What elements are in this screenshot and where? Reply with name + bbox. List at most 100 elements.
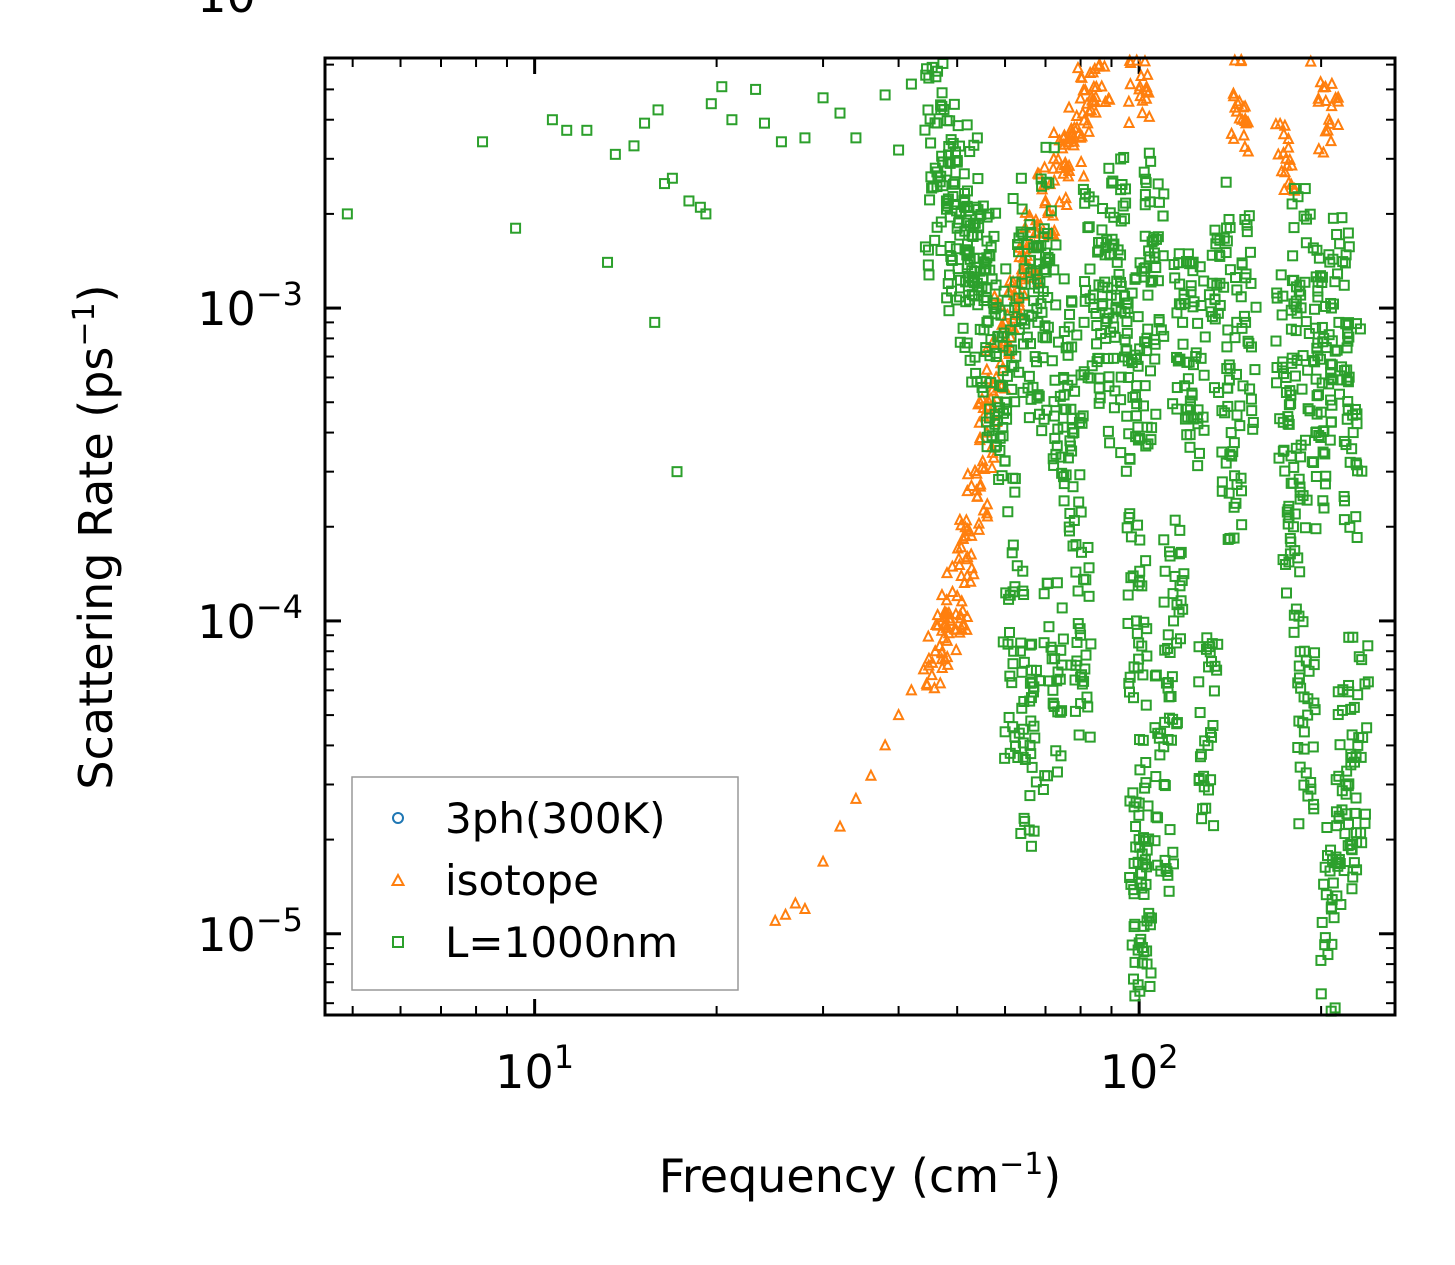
point-2-24	[758, 117, 770, 129]
point-2-74-22	[1308, 355, 1320, 367]
point-2-50-19	[1048, 410, 1060, 422]
point-2-64-29	[1181, 356, 1193, 368]
point-1-45-9	[1324, 133, 1338, 147]
point-2-65-5	[1192, 460, 1204, 472]
point-2-38-26	[941, 115, 953, 127]
point-2-46-24	[1026, 676, 1038, 688]
x-tick-label-exp: 1	[554, 1038, 574, 1076]
point-2-63-25	[1173, 606, 1185, 618]
point-2-61-9	[1144, 251, 1156, 263]
point-1-24-4	[1077, 169, 1090, 182]
point-2-77-26	[1329, 276, 1341, 288]
point-2-67-3	[1212, 307, 1224, 319]
point-2-49-14	[1038, 637, 1050, 649]
point-1-16-12	[961, 467, 974, 480]
point-2-46-14	[1024, 790, 1036, 802]
point-1-17-14	[978, 461, 991, 474]
point-2-37-15	[948, 98, 960, 110]
y-tick-label: 10−4	[197, 588, 303, 649]
point-2-46-20	[1025, 840, 1037, 852]
point-2-51-18	[1062, 452, 1074, 464]
point-2-52-26	[1078, 573, 1090, 585]
point-2-60-23	[1131, 380, 1143, 392]
point-2-59-12	[1132, 979, 1144, 991]
point-2-43-15	[1009, 396, 1021, 408]
point-2-52-28	[1072, 585, 1084, 597]
point-1-23-15	[1047, 161, 1060, 174]
y-tick-label: 10−5	[197, 901, 303, 962]
point-2-41	[981, 316, 993, 328]
point-2-56-19	[1115, 305, 1127, 317]
y-tick-label-exp: −3	[256, 275, 303, 313]
point-2-79-16	[1341, 374, 1353, 386]
point-1-45-13	[1314, 75, 1327, 88]
point-2-68-19	[1229, 332, 1241, 344]
point-2-76-27	[1316, 916, 1328, 928]
point-2-77-9	[1333, 388, 1345, 400]
point-2-66-29	[1196, 813, 1208, 825]
point-2-73-25	[1292, 742, 1304, 754]
point-2-69-5	[1230, 272, 1242, 284]
point-2-51-17	[1073, 416, 1085, 428]
point-2-46-15	[1023, 824, 1035, 836]
plot-frame	[323, 56, 1397, 1017]
legend-marker-3ph	[392, 812, 404, 824]
point-2-38-3	[946, 254, 958, 266]
point-2-41-8	[971, 229, 983, 241]
point-1-0	[769, 913, 782, 926]
point-2-80-21	[1342, 818, 1354, 830]
point-1-39-13	[1238, 139, 1252, 152]
point-2-59-1	[1132, 856, 1144, 868]
point-2-14	[671, 466, 683, 478]
point-1-15-11	[953, 557, 966, 571]
point-1-25-13	[1074, 69, 1087, 83]
point-2-78-27	[1332, 860, 1344, 872]
point-2-45-12	[1010, 276, 1022, 288]
point-1-39-14	[1227, 131, 1240, 144]
point-1-39-3	[1227, 89, 1240, 102]
point-1-45-7	[1332, 117, 1345, 130]
point-1-23-13	[1053, 194, 1066, 208]
point-2-59-13	[1140, 777, 1152, 789]
point-2-69-1	[1245, 393, 1257, 405]
point-2-52-3	[1083, 562, 1095, 574]
point-2-49-16	[1056, 602, 1068, 614]
point-2-63-27	[1163, 712, 1175, 724]
point-2-51-3	[1058, 389, 1070, 401]
point-2-50-11	[1058, 273, 1070, 285]
point-2-49-10	[1057, 633, 1069, 645]
point-2-57-27	[1132, 580, 1144, 592]
point-2-5	[581, 124, 593, 136]
point-2-40-8	[968, 266, 980, 278]
point-1-13-13	[939, 616, 953, 629]
point-2-69-24	[1240, 272, 1252, 284]
point-2-48-23	[1040, 256, 1052, 268]
point-2-71-20	[1277, 416, 1289, 428]
point-2-62-23	[1165, 734, 1177, 746]
point-2-47-28	[1028, 295, 1040, 307]
point-1-1	[779, 907, 792, 920]
point-2-74-17	[1310, 470, 1322, 482]
point-2-49-24	[1044, 675, 1056, 687]
point-2-73-22	[1293, 818, 1305, 830]
point-2-51-21	[1074, 469, 1086, 481]
point-2-75-24	[1315, 270, 1327, 282]
point-2-62-14	[1149, 835, 1161, 847]
point-2-33	[893, 144, 905, 156]
point-2-74-27	[1311, 408, 1323, 420]
point-2-61-1	[1140, 262, 1152, 274]
point-2-68-23	[1221, 382, 1233, 394]
point-2-68-5	[1219, 407, 1231, 419]
point-2-56-29	[1131, 398, 1143, 410]
point-2-65-28	[1192, 317, 1204, 329]
point-2-58-6	[1124, 871, 1136, 883]
point-2-79-20	[1344, 456, 1356, 468]
legend-label-3ph: 3ph(300K)	[445, 794, 665, 843]
point-1-18-6	[980, 362, 993, 375]
point-2-66-12	[1208, 820, 1220, 832]
point-2-21	[726, 114, 738, 126]
point-1-24-10	[1062, 100, 1076, 113]
point-2-72-25	[1299, 276, 1311, 288]
point-2-49-26	[1054, 673, 1066, 685]
